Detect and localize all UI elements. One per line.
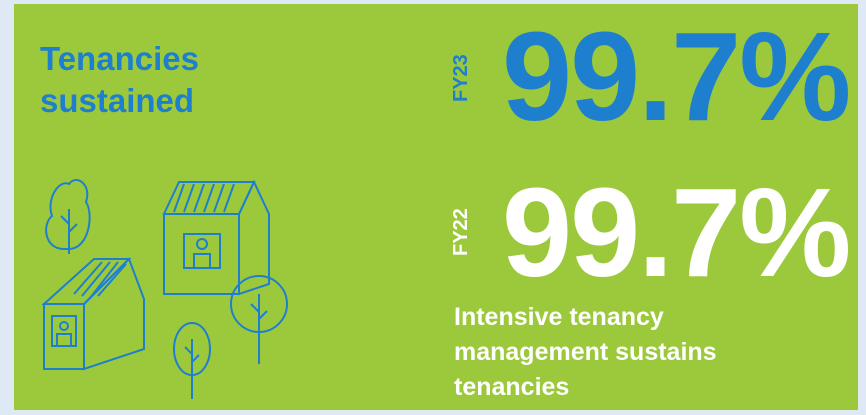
illustration xyxy=(14,154,314,410)
stat-value: 99.7% xyxy=(502,170,849,296)
description: Intensive tenancy management sustains te… xyxy=(454,300,814,405)
stat-value: 99.7% xyxy=(502,14,849,140)
title: Tenancies sustained xyxy=(40,38,300,122)
period-label: FY22 xyxy=(450,208,473,256)
panel: Tenancies sustained FY23 99.7% FY22 99.7… xyxy=(14,4,858,410)
period-label: FY23 xyxy=(450,54,473,102)
page: Tenancies sustained FY23 99.7% FY22 99.7… xyxy=(0,0,866,415)
